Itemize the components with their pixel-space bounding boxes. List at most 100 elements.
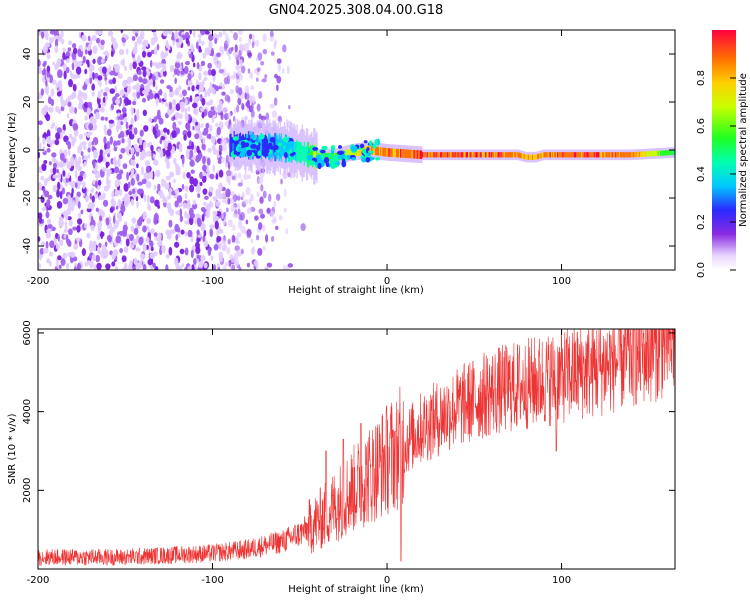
noise-speckle — [212, 164, 216, 173]
ridge-core — [485, 152, 488, 158]
ridge-core — [561, 152, 563, 158]
ridge-core — [528, 154, 531, 160]
noise-speckle — [64, 224, 68, 231]
noise-speckle — [153, 47, 158, 56]
noise-speckle — [271, 218, 277, 224]
noise-speckle — [162, 196, 167, 204]
noise-speckle — [286, 65, 290, 75]
noise-speckle — [260, 184, 264, 192]
ridge-core — [477, 152, 479, 158]
noise-speckle — [98, 194, 104, 201]
noise-speckle — [105, 263, 111, 270]
noise-speckle — [84, 261, 89, 267]
noise-speckle — [95, 207, 99, 212]
noise-speckle — [60, 99, 67, 108]
noise-speckle — [163, 141, 168, 149]
noise-speckle — [52, 185, 58, 193]
noise-speckle — [190, 44, 195, 53]
noise-speckle — [124, 65, 128, 71]
noise-speckle — [153, 216, 158, 226]
noise-speckle — [181, 183, 185, 190]
ridge-core — [523, 153, 526, 160]
ridge-core — [646, 151, 648, 157]
noise-speckle — [221, 244, 227, 252]
noise-speckle — [87, 203, 92, 210]
noise-speckle — [174, 163, 179, 169]
ridge-blob — [359, 143, 365, 149]
ridge-core — [558, 152, 560, 158]
noise-speckle — [174, 30, 179, 40]
noise-speckle — [209, 86, 214, 94]
noise-speckle — [146, 194, 151, 203]
ridge-blob — [332, 154, 339, 159]
noise-speckle — [180, 70, 185, 76]
noise-speckle — [150, 144, 154, 152]
ridge-core — [661, 150, 664, 156]
noise-speckle — [152, 251, 158, 256]
x-tick-label: -200 — [27, 575, 50, 586]
ridge-core — [330, 152, 333, 162]
ridge-blob — [323, 157, 330, 164]
noise-speckle — [136, 200, 139, 209]
noise-speckle — [55, 105, 60, 113]
ridge-core — [373, 146, 376, 155]
y-tick-label: 0 — [22, 147, 33, 153]
noise-speckle — [105, 161, 110, 167]
ridge-core — [506, 152, 509, 158]
ridge-core — [668, 150, 670, 156]
noise-speckle — [191, 264, 195, 270]
noise-speckle — [198, 72, 202, 81]
ridge-blob — [365, 156, 371, 163]
noise-speckle — [187, 229, 193, 238]
noise-speckle — [262, 190, 267, 199]
noise-speckle — [203, 201, 207, 206]
ridge-core — [396, 148, 399, 158]
noise-speckle — [162, 30, 168, 37]
noise-speckle — [67, 228, 73, 236]
noise-speckle — [38, 31, 42, 36]
noise-speckle — [54, 63, 58, 71]
ridge-core — [306, 142, 309, 168]
noise-speckle — [208, 124, 213, 133]
ridge-core — [565, 152, 567, 158]
y-tick-label: 4000 — [22, 399, 33, 424]
noise-speckle — [38, 262, 42, 270]
noise-speckle — [75, 237, 81, 242]
noise-speckle — [138, 236, 144, 246]
noise-speckle — [203, 229, 207, 237]
noise-speckle — [172, 73, 175, 78]
noise-speckle — [97, 179, 102, 186]
noise-speckle — [80, 209, 84, 215]
ridge-core — [585, 152, 587, 158]
noise-speckle — [132, 74, 139, 82]
ridge-core — [650, 151, 652, 157]
noise-speckle — [246, 207, 252, 214]
noise-speckle — [256, 67, 261, 72]
noise-speckle — [186, 78, 189, 86]
noise-speckle — [280, 178, 283, 185]
noise-speckle — [238, 37, 243, 43]
noise-speckle — [285, 228, 289, 235]
ridge-core — [637, 151, 640, 158]
noise-speckle — [145, 180, 151, 189]
noise-speckle — [100, 116, 105, 121]
noise-speckle — [166, 232, 172, 240]
noise-speckle — [69, 251, 76, 258]
noise-speckle — [87, 101, 93, 109]
noise-speckle — [137, 69, 142, 76]
noise-speckle — [253, 260, 259, 267]
ridge-blob — [267, 142, 273, 150]
noise-speckle — [92, 71, 95, 80]
noise-speckle — [54, 45, 59, 54]
ridge-core — [476, 152, 478, 158]
noise-speckle — [212, 196, 218, 201]
spectrogram-y-label: Frequency (Hz) — [7, 112, 18, 188]
noise-speckle — [78, 31, 82, 39]
noise-speckle — [262, 33, 267, 42]
noise-speckle — [227, 36, 230, 46]
noise-speckle — [117, 158, 121, 168]
ridge-core — [424, 152, 426, 158]
ridge-blob — [240, 150, 246, 158]
noise-speckle — [109, 207, 114, 213]
ridge-core — [587, 152, 589, 158]
